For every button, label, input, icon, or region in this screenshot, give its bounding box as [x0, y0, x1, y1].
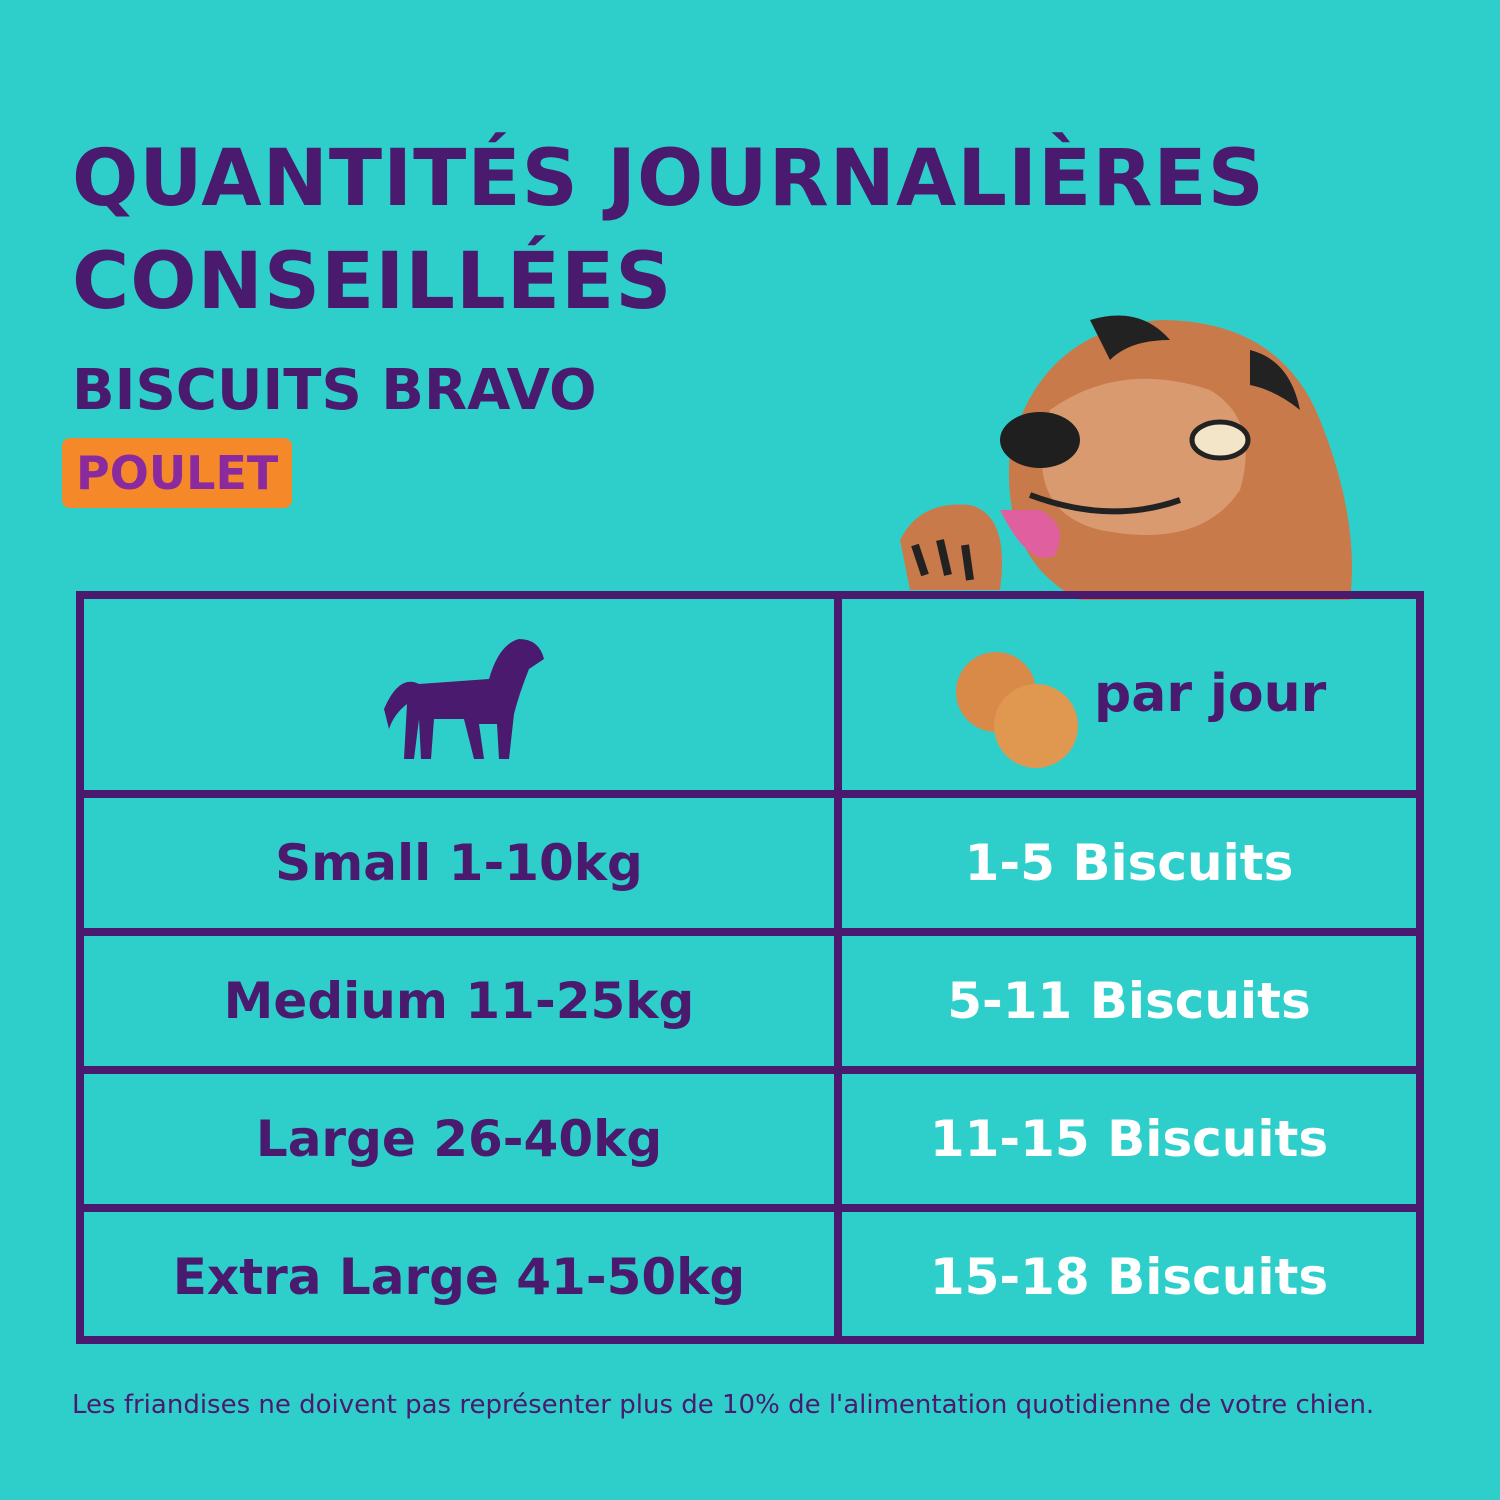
row-divider: [84, 790, 1416, 798]
dog-size: Extra Large 41-50kg: [172, 1248, 746, 1306]
row-divider: [84, 1204, 1416, 1212]
flavor-badge: POULET: [62, 438, 293, 508]
biscuit-amount: 11-15 Biscuits: [929, 1110, 1329, 1168]
title-line: QUANTITÉS JOURNALIÈRES: [72, 134, 1265, 224]
biscuit-amount: 5-11 Biscuits: [947, 972, 1311, 1030]
subtitle: BISCUITS BRAVO: [72, 358, 597, 423]
biscuit-amount: 1-5 Biscuits: [964, 834, 1294, 892]
biscuit-icon: [956, 652, 1078, 768]
row-divider: [84, 928, 1416, 936]
column-divider: [834, 599, 842, 1336]
row-divider: [84, 1066, 1416, 1074]
header-amount: par jour: [1094, 664, 1327, 724]
feeding-table: par jour Small 1-10kg 1-5 Biscuits Medium …: [76, 591, 1424, 1344]
title-line: CONSEILLÉES: [72, 237, 673, 327]
dog-size: Small 1-10kg: [275, 834, 643, 892]
dog-icon: [384, 639, 544, 759]
dog-illustration: [900, 315, 1352, 600]
biscuit-amount: 15-18 Biscuits: [929, 1248, 1329, 1306]
dog-size: Large 26-40kg: [255, 1110, 663, 1168]
footnote: Les friandises ne doivent pas représente…: [72, 1390, 1375, 1420]
dog-size: Medium 11-25kg: [223, 972, 695, 1030]
